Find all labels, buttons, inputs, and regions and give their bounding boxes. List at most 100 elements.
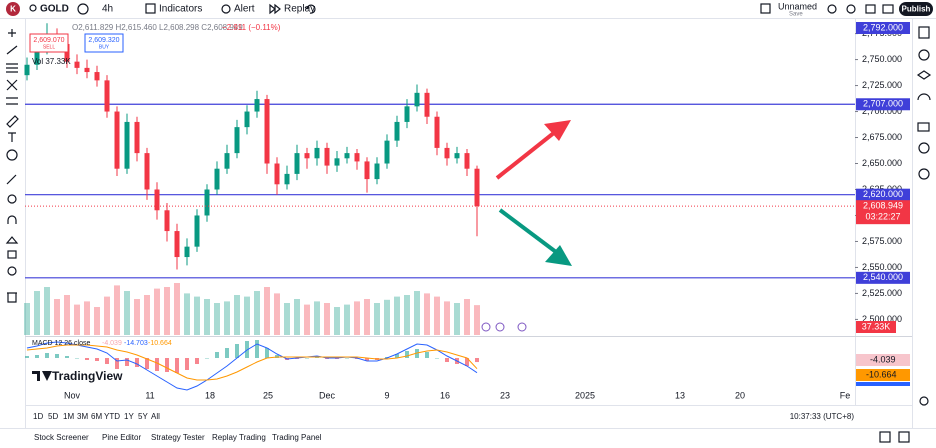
fib-tool[interactable] <box>6 63 18 73</box>
hotlist[interactable] <box>917 93 931 101</box>
volume-bar <box>474 305 480 335</box>
layout-name[interactable]: Unnamed <box>778 1 817 11</box>
magnet-tool[interactable] <box>7 215 17 224</box>
event-marker[interactable] <box>481 322 491 332</box>
range-button[interactable]: 1Y <box>124 412 134 421</box>
data-window[interactable] <box>916 70 932 80</box>
replay-icon <box>269 3 281 15</box>
candle-body <box>64 43 70 62</box>
fullscreen-icon[interactable] <box>865 4 876 14</box>
volume-bar <box>274 293 280 335</box>
bottom-tab[interactable]: Trading Panel <box>272 433 322 442</box>
arrow-shaft <box>498 208 558 254</box>
buy-button[interactable] <box>84 33 124 53</box>
add-symbol[interactable] <box>77 3 89 15</box>
green-arrow <box>498 208 572 266</box>
bottom-tab[interactable]: Pine Editor <box>102 433 141 442</box>
line-tool[interactable] <box>6 45 18 55</box>
range-button[interactable]: 3M <box>77 412 88 421</box>
macd-histogram <box>445 358 449 362</box>
bottom-tab[interactable]: Replay Trading <box>212 433 266 442</box>
visibility-tool[interactable] <box>7 266 17 276</box>
trash-tool[interactable] <box>7 292 17 303</box>
alert[interactable]: Alert <box>234 4 255 15</box>
range-button[interactable]: YTD <box>104 412 120 421</box>
x-tick-label: Fe <box>840 390 851 400</box>
alerts[interactable] <box>918 49 930 61</box>
camera-icon[interactable] <box>882 4 894 14</box>
ruler-tool[interactable] <box>6 174 17 185</box>
right-toolbar <box>916 26 932 406</box>
range-button[interactable]: 5D <box>48 412 58 421</box>
candle-body <box>464 153 470 169</box>
projection-tool[interactable] <box>6 97 18 105</box>
volume-bar <box>34 291 40 335</box>
event-marker[interactable] <box>495 322 505 332</box>
candle-body <box>294 153 300 174</box>
pattern-tool[interactable] <box>6 79 18 91</box>
macd-histogram <box>395 354 399 358</box>
price-label-box <box>856 271 910 284</box>
range-button[interactable]: 5Y <box>138 412 148 421</box>
x-tick-label: 11 <box>145 390 154 400</box>
candle-body <box>404 106 410 122</box>
bottom-tab[interactable]: Stock Screener <box>34 433 89 442</box>
range-button[interactable]: All <box>151 412 160 421</box>
candle-body <box>354 153 360 162</box>
range-button[interactable]: 6M <box>91 412 102 421</box>
volume-bar <box>364 299 370 335</box>
range-bar: 1D 5D 1M 3M 6M YTD 1Y 5Y All <box>33 412 160 421</box>
search-icon[interactable] <box>29 4 37 12</box>
maximize[interactable] <box>879 431 891 443</box>
branding: TradingView <box>52 369 123 383</box>
bottom-tab[interactable]: Strategy Tester <box>151 433 205 442</box>
range-button[interactable]: 1D <box>33 412 43 421</box>
range-button[interactable]: 1M <box>63 412 74 421</box>
candle-body <box>114 111 120 169</box>
sell-button[interactable] <box>29 33 69 53</box>
indicators[interactable]: Indicators <box>159 4 202 15</box>
lock-all[interactable] <box>7 250 17 259</box>
publish-button[interactable] <box>899 2 933 16</box>
layout-checkbox[interactable] <box>760 3 771 14</box>
volume-bar <box>214 303 220 335</box>
settings[interactable] <box>919 396 929 406</box>
avatar-letter: K <box>10 5 16 14</box>
macd-histogram <box>265 348 269 358</box>
emoji-tool[interactable] <box>6 149 18 161</box>
zoom-tool[interactable] <box>7 194 17 204</box>
price-label-box <box>856 98 910 111</box>
candle-body <box>214 168 220 190</box>
price-label: 2,792.000 <box>863 22 903 32</box>
candle-body <box>244 111 250 128</box>
icon[interactable] <box>846 4 856 14</box>
avatar[interactable] <box>6 2 20 16</box>
macd-histogram <box>435 358 439 359</box>
price-label-box <box>856 22 910 34</box>
ideas[interactable] <box>918 142 930 154</box>
brush-tool[interactable] <box>6 115 19 128</box>
macd-histogram <box>95 358 99 361</box>
candle-body <box>334 158 340 166</box>
volume-bar <box>454 303 460 335</box>
watchlist[interactable] <box>918 26 930 39</box>
crosshair-tool[interactable] <box>8 29 16 37</box>
x-tick-label: 16 <box>440 390 450 400</box>
x-tick-label: 25 <box>263 390 273 400</box>
interval[interactable]: 4h <box>102 4 113 15</box>
price-label: 2,540.000 <box>863 272 903 282</box>
bottom-tabs: Stock Screener Pine Editor Strategy Tester… <box>34 433 322 442</box>
save[interactable]: Save <box>789 12 803 18</box>
y-tick-label: 2,550.000 <box>862 262 902 272</box>
undo[interactable] <box>304 4 316 14</box>
symbol[interactable]: GOLD <box>40 4 69 15</box>
calendar[interactable] <box>918 168 930 180</box>
icon[interactable] <box>827 4 837 14</box>
chat[interactable] <box>917 122 930 132</box>
minimize[interactable] <box>898 431 910 443</box>
lock-tool[interactable] <box>5 236 19 244</box>
replay[interactable]: Replay <box>284 4 315 15</box>
text-tool[interactable] <box>8 132 16 142</box>
event-marker[interactable] <box>517 322 527 332</box>
candle-body <box>394 121 400 141</box>
